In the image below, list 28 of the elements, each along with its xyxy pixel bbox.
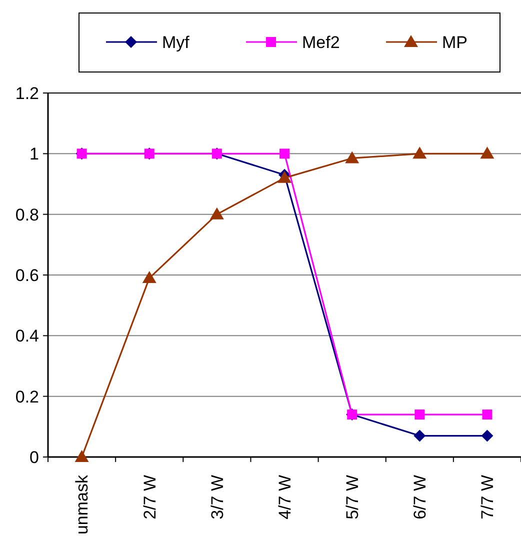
x-tick-label: unmask <box>72 474 92 535</box>
point <box>481 430 494 442</box>
legend-label: Mef2 <box>302 32 340 52</box>
point <box>74 450 89 462</box>
y-tick-label: 0.2 <box>15 387 39 406</box>
x-tick-label: 4/7 W <box>275 475 294 520</box>
point <box>480 146 494 159</box>
legend-label: MP <box>442 32 468 52</box>
y-tick-label: 1 <box>30 144 39 164</box>
point <box>414 410 425 420</box>
point <box>210 207 224 220</box>
point <box>142 271 156 284</box>
x-tick-label: 3/7 W <box>208 475 227 520</box>
y-tick-label: 0.6 <box>15 266 39 285</box>
x-tick-label: 5/7 W <box>343 475 362 520</box>
point <box>482 410 492 420</box>
point <box>280 148 290 159</box>
y-tick-label: 0 <box>30 448 39 467</box>
legend-label: Myf <box>162 32 190 52</box>
x-tick-label: 7/7 W <box>478 475 498 520</box>
y-tick-label: 1.2 <box>15 84 39 103</box>
x-tick-label: 6/7 W <box>410 475 430 520</box>
y-tick-label: 0.4 <box>15 326 39 346</box>
y-tick-label: 0.8 <box>15 205 39 224</box>
point <box>345 151 360 164</box>
x-tick-label: 2/7 W <box>140 475 160 520</box>
point <box>412 146 427 159</box>
point <box>414 430 426 442</box>
